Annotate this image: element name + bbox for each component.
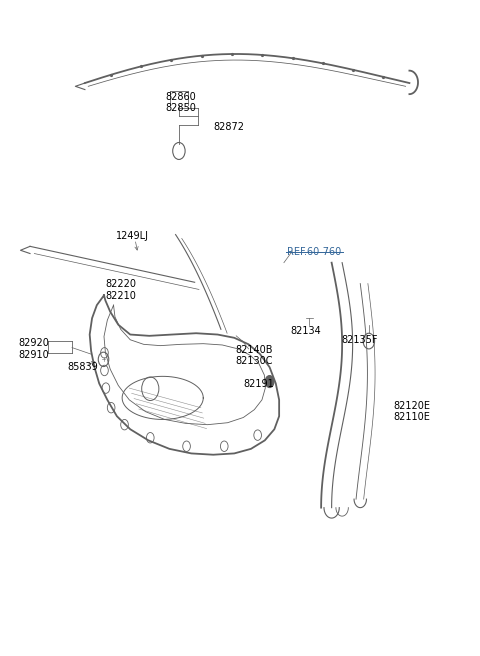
Text: 82140B
82130C: 82140B 82130C	[236, 344, 273, 366]
Text: 82134: 82134	[290, 325, 321, 336]
Text: 82220
82210: 82220 82210	[105, 279, 136, 301]
Text: 82872: 82872	[214, 122, 245, 132]
Text: 85839: 85839	[67, 362, 98, 372]
Text: 82860
82850: 82860 82850	[165, 92, 196, 113]
Circle shape	[265, 376, 274, 388]
Text: 82135F: 82135F	[341, 335, 378, 346]
Text: 82920
82910: 82920 82910	[18, 338, 49, 359]
Text: 1249LJ: 1249LJ	[116, 231, 149, 241]
Text: 82120E
82110E: 82120E 82110E	[394, 401, 431, 422]
Text: REF.60-760: REF.60-760	[287, 247, 341, 257]
Text: 82191: 82191	[244, 379, 275, 388]
